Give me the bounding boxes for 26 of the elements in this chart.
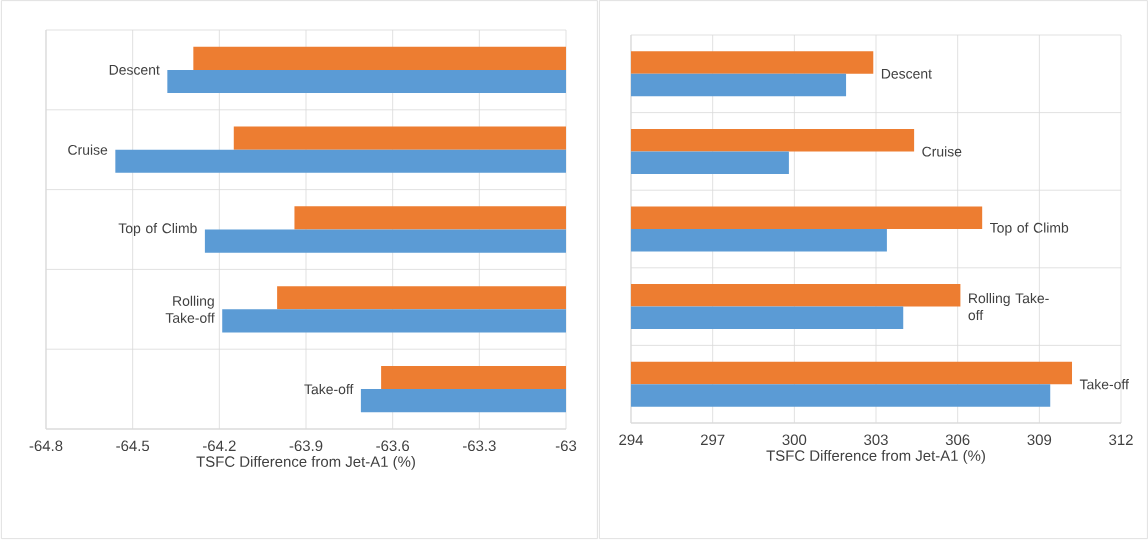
x-tick-label: -63.3	[462, 440, 496, 452]
y-tick-label: Cruise	[68, 144, 108, 155]
x-tick-label: -63	[555, 440, 577, 452]
x-tick-label: -64.8	[29, 440, 63, 452]
x-tick-label: 300	[782, 434, 807, 446]
x-tick-label: 294	[619, 434, 644, 446]
x-tick-label: 312	[1109, 434, 1133, 446]
x-tick-label: 309	[1027, 434, 1052, 446]
y-tick-label: Rolling Take-off	[165, 295, 215, 323]
x-tick-label: 297	[700, 434, 725, 446]
x-axis-title: TSFC Difference from Jet-A1 (%)	[196, 455, 415, 470]
y-tick-label: Cruise	[922, 146, 962, 157]
x-tick-label: 303	[864, 434, 888, 446]
x-tick-label: 306	[945, 434, 970, 446]
x-axis-title: TSFC Difference from Jet-A1 (%)	[766, 449, 985, 464]
y-tick-label: Take-off	[1079, 379, 1129, 390]
x-tick-label: -64.5	[116, 440, 150, 452]
y-tick-label: Descent	[109, 65, 160, 75]
x-tick-label: -63.6	[376, 440, 410, 452]
y-tick-label: Top of Climb	[118, 223, 197, 236]
y-tick-label: Descent	[881, 68, 932, 79]
y-tick-label: Take-off	[304, 383, 354, 395]
x-tick-label: -64.2	[202, 440, 236, 452]
y-tick-label: Rolling Take-off	[968, 293, 1049, 321]
y-tick-label: Top of Climb	[990, 222, 1069, 236]
x-tick-label: -63.9	[289, 440, 323, 452]
